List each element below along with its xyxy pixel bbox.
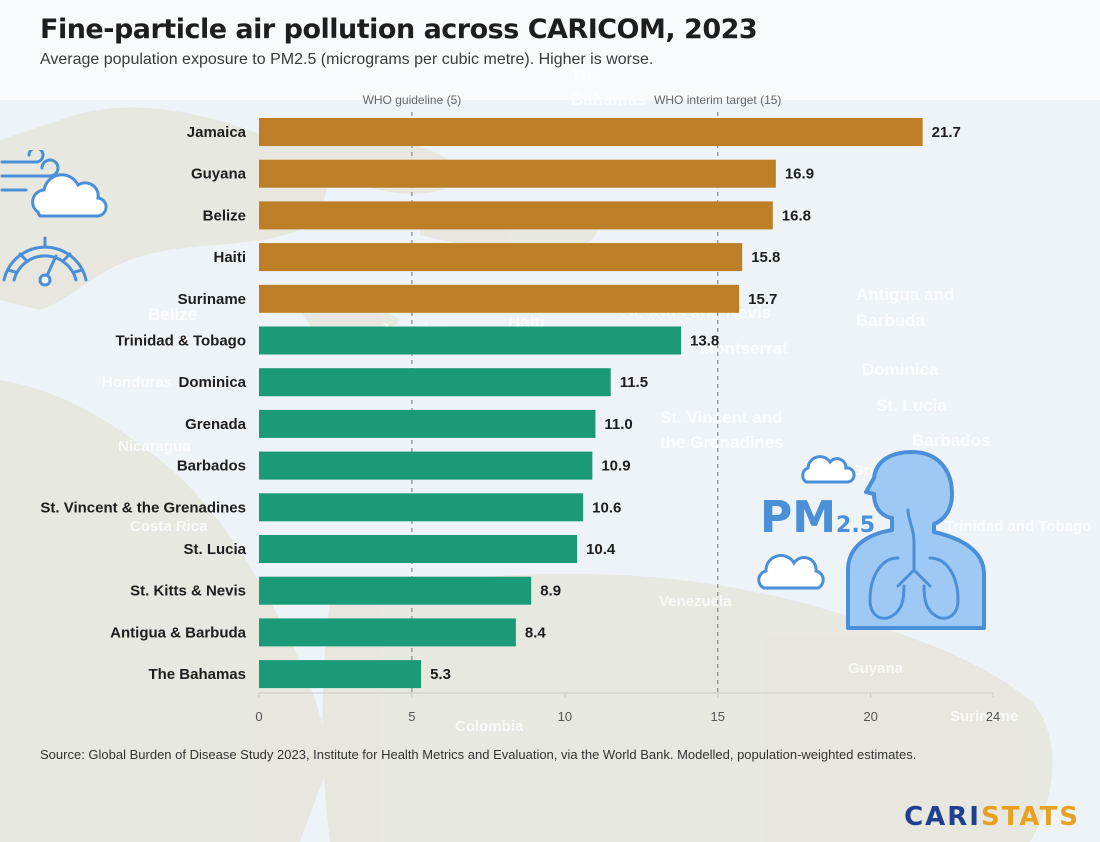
x-tick-label: 20 (863, 709, 877, 724)
value-label: 15.8 (751, 249, 780, 266)
source-note: Source: Global Burden of Disease Study 2… (40, 747, 917, 762)
logo-part-2: STATS (980, 802, 1080, 832)
map-label: Guyana (848, 660, 904, 677)
category-label: Dominica (178, 374, 246, 391)
x-tick-label: 10 (558, 709, 572, 724)
value-label: 8.9 (540, 583, 561, 600)
category-label: Jamaica (187, 124, 247, 141)
category-label: Belize (203, 207, 246, 224)
map-label: Belize (148, 305, 198, 324)
map-label: St. Lucia (876, 396, 947, 415)
category-label: Suriname (178, 291, 246, 308)
map-label: Venezuela (659, 593, 732, 610)
map-label: Barbuda (856, 311, 925, 330)
category-label: St. Lucia (183, 541, 246, 558)
category-label: Grenada (185, 416, 247, 433)
reference-line-label: WHO guideline (5) (363, 93, 462, 107)
map-label: Antigua and (856, 285, 955, 304)
bar (259, 493, 584, 522)
value-label: 5.3 (430, 666, 451, 683)
value-label: 16.8 (782, 207, 811, 224)
category-label: St. Kitts & Nevis (130, 583, 246, 600)
category-label: Antigua & Barbuda (110, 624, 246, 641)
bar (259, 576, 532, 605)
bar (259, 451, 593, 480)
category-label: Guyana (191, 166, 247, 183)
value-label: 11.0 (604, 416, 632, 433)
category-label: Haiti (213, 249, 246, 266)
category-label: Barbados (177, 458, 246, 475)
category-label: St. Vincent & the Grenadines (40, 499, 246, 516)
chart-subtitle: Average population exposure to PM2.5 (mi… (40, 51, 654, 68)
bar (259, 368, 611, 397)
pm25-icon: PM2.5 (760, 492, 875, 543)
value-label: 10.4 (586, 541, 616, 558)
bar (259, 618, 516, 647)
bar (259, 201, 773, 230)
map-label: Suriname (950, 708, 1019, 725)
value-label: 10.6 (592, 499, 621, 516)
map-label: Montserrat (700, 339, 788, 358)
logo-part-1: CARI (904, 802, 981, 832)
value-label: 13.8 (690, 333, 719, 350)
lungs-head-icon (846, 450, 986, 630)
caristats-logo: CARISTATS (904, 802, 1080, 832)
value-label: 16.9 (785, 166, 814, 183)
value-label: 8.4 (525, 624, 547, 641)
bar (259, 326, 682, 355)
category-label: Trinidad & Tobago (115, 333, 246, 350)
map-label: Colombia (455, 718, 524, 735)
map-label: St. Vincent and (660, 408, 783, 427)
map-label: Costa Rica (130, 518, 208, 535)
value-label: 10.9 (601, 458, 630, 475)
x-tick-label: 0 (255, 709, 262, 724)
reference-line-label: WHO interim target (15) (654, 93, 781, 107)
bar (259, 118, 923, 146)
value-label: 21.7 (932, 124, 961, 141)
map-label: The (571, 66, 602, 85)
map-label: the Grenadines (660, 433, 784, 452)
x-tick-label: 15 (711, 709, 725, 724)
wind-cloud-icon (0, 150, 108, 218)
bar (259, 243, 743, 272)
map-label: Nicaragua (118, 438, 191, 455)
x-tick-label: 5 (408, 709, 415, 724)
bar (259, 660, 422, 689)
map-label: Bahamas (571, 90, 647, 109)
gauge-icon (2, 236, 88, 287)
value-label: 11.5 (620, 374, 648, 391)
pm-sub-label: 2.5 (836, 513, 876, 538)
value-label: 15.7 (748, 291, 777, 308)
chart-title: Fine-particle air pollution across CARIC… (40, 14, 758, 45)
map-label: Trinidad and Tobago (945, 518, 1092, 535)
category-label: The Bahamas (148, 666, 246, 683)
map-label: Honduras (102, 374, 173, 391)
bar (259, 159, 776, 188)
bar (259, 409, 596, 438)
map-label: Barbados (912, 431, 991, 450)
pm-label: PM (760, 492, 837, 543)
bar (259, 284, 740, 313)
cloud-icon (757, 553, 825, 590)
bar (259, 535, 578, 563)
cloud-icon (801, 455, 856, 484)
x-tick-label: 24 (986, 709, 1000, 724)
map-label: Dominica (862, 360, 939, 379)
